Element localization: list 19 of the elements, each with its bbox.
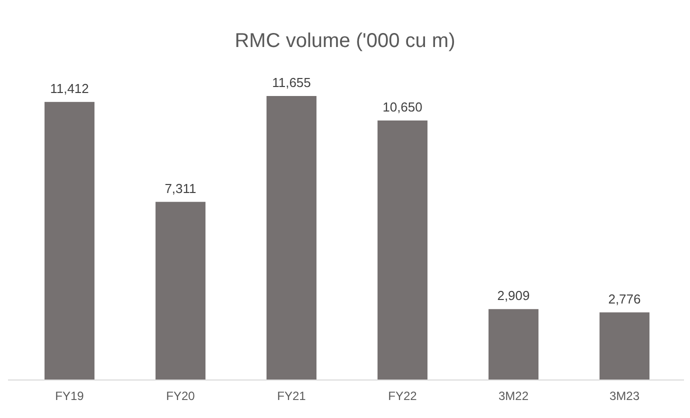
data-label: 2,776 — [608, 291, 641, 306]
bar — [156, 202, 206, 380]
data-label: 11,655 — [272, 75, 311, 90]
data-label: 11,412 — [50, 80, 89, 96]
x-tick-label: FY22 — [388, 389, 418, 403]
x-tick-label: 3M22 — [498, 389, 529, 403]
x-tick-label: FY19 — [55, 389, 84, 403]
data-label: 10,650 — [382, 99, 422, 114]
chart-title: RMC volume ('000 cu m) — [234, 30, 456, 52]
x-tick-label: FY20 — [166, 389, 196, 403]
x-tick-label: 3M23 — [609, 389, 640, 403]
bar — [488, 309, 538, 380]
data-label: 7,311 — [164, 180, 196, 196]
bar — [378, 120, 428, 380]
data-label: 2,909 — [497, 288, 530, 304]
bar — [44, 102, 94, 380]
bar — [266, 96, 316, 380]
bar — [600, 312, 650, 380]
x-tick-label: FY21 — [277, 389, 306, 403]
